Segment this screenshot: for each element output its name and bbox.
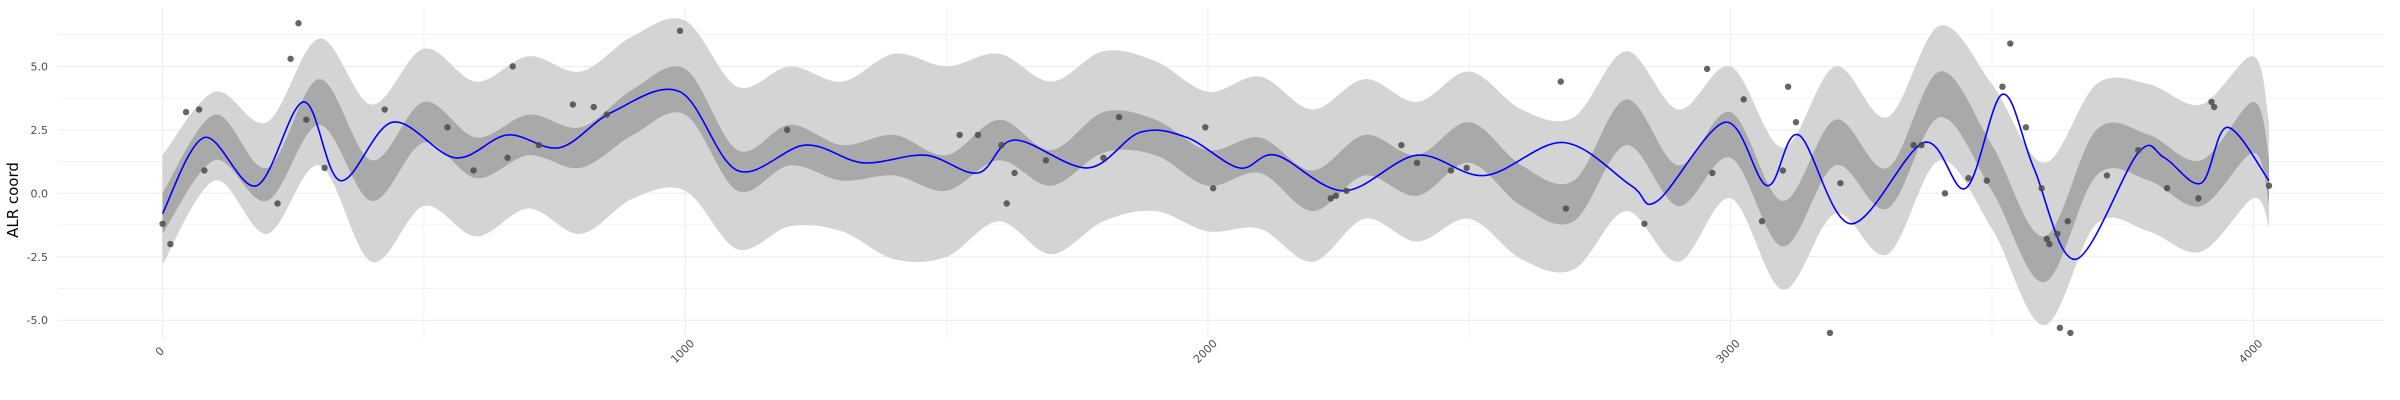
- mean-line: [161, 88, 2270, 261]
- data-point: [2038, 185, 2045, 192]
- y-tick-label: 5.0: [31, 60, 49, 73]
- y-tick-label: -2.5: [27, 251, 48, 264]
- data-point: [504, 154, 511, 161]
- x-tick-label: 3000: [1714, 337, 1743, 366]
- observed-points: [159, 20, 2273, 337]
- data-point: [1703, 65, 1711, 73]
- data-point: [590, 103, 597, 111]
- inner-confidence-band: [162, 66, 2269, 283]
- data-point: [1641, 220, 1648, 227]
- data-point: [2056, 324, 2064, 332]
- data-point: [2007, 40, 2014, 47]
- data-point: [303, 116, 310, 123]
- data-point: [1327, 195, 1334, 202]
- data-point: [2208, 98, 2215, 106]
- data-point: [201, 167, 208, 174]
- data-point: [1011, 169, 1018, 177]
- y-axis-ticks: -5.0 -2.5 0.0 2.5 5.0: [27, 60, 48, 327]
- data-point: [1463, 164, 1470, 172]
- data-point: [1343, 187, 1350, 194]
- data-point: [159, 220, 166, 227]
- x-tick-label: 1000: [668, 337, 697, 366]
- mean-line-layer: [161, 88, 2270, 261]
- data-point: [1758, 218, 1766, 225]
- data-point: [321, 164, 328, 172]
- data-point: [2043, 235, 2051, 243]
- data-point: [2195, 195, 2202, 202]
- data-point: [381, 106, 388, 113]
- data-point: [535, 141, 543, 149]
- data-point: [1941, 190, 1949, 197]
- data-point: [2022, 124, 2030, 131]
- data-point: [1042, 157, 1050, 164]
- data-point: [509, 63, 516, 70]
- data-point: [1202, 124, 1209, 131]
- x-tick-label: 4000: [2236, 337, 2265, 366]
- data-point: [1826, 329, 1834, 337]
- data-point: [2054, 230, 2061, 238]
- y-tick-label: -5.0: [27, 314, 48, 327]
- data-point: [1740, 96, 1747, 103]
- data-point: [167, 240, 174, 248]
- confidence-bands: [162, 18, 2269, 326]
- data-point: [182, 108, 190, 116]
- data-point: [274, 200, 281, 207]
- data-point: [956, 131, 963, 139]
- data-point: [1209, 185, 1217, 192]
- data-point: [1918, 141, 1925, 149]
- data-point: [603, 111, 611, 118]
- data-point: [1709, 169, 1716, 177]
- data-point: [1398, 141, 1405, 149]
- data-point: [470, 167, 477, 174]
- data-point: [1332, 192, 1340, 200]
- x-axis-ticks: 0 1000 2000 3000 4000: [153, 337, 2265, 366]
- data-point: [569, 101, 577, 108]
- data-point: [1784, 83, 1792, 90]
- y-tick-label: 2.5: [31, 124, 49, 137]
- data-point: [1115, 113, 1123, 121]
- data-point: [1413, 159, 1421, 167]
- data-point: [1837, 179, 1844, 187]
- data-point: [974, 131, 982, 139]
- data-point: [444, 124, 451, 131]
- y-tick-label: 0.0: [31, 187, 49, 200]
- data-point: [2210, 103, 2218, 111]
- data-point: [1557, 78, 1564, 85]
- data-point: [2163, 185, 2171, 192]
- data-point: [1100, 154, 1107, 161]
- data-point: [2046, 240, 2053, 248]
- data-point: [2064, 218, 2071, 225]
- data-point: [1965, 174, 1972, 182]
- data-point: [998, 141, 1005, 149]
- data-point: [1792, 119, 1800, 126]
- data-point: [195, 106, 203, 113]
- data-point: [676, 27, 684, 35]
- y-axis-title: ALR coord: [4, 162, 22, 238]
- data-point: [1983, 177, 1990, 184]
- data-point: [1003, 200, 1010, 207]
- data-point: [2135, 146, 2142, 154]
- data-point: [2265, 182, 2273, 189]
- data-point: [783, 126, 791, 134]
- x-tick-label: 0: [153, 344, 167, 358]
- data-point: [1562, 205, 1570, 212]
- data-point: [1999, 83, 2006, 90]
- x-tick-label: 2000: [1191, 337, 1220, 366]
- data-point: [287, 55, 294, 62]
- data-point: [2067, 329, 2074, 337]
- data-point: [1447, 167, 1455, 174]
- data-point: [295, 20, 302, 27]
- data-point: [1779, 167, 1787, 174]
- data-point: [2103, 172, 2111, 179]
- data-point: [1910, 141, 1917, 149]
